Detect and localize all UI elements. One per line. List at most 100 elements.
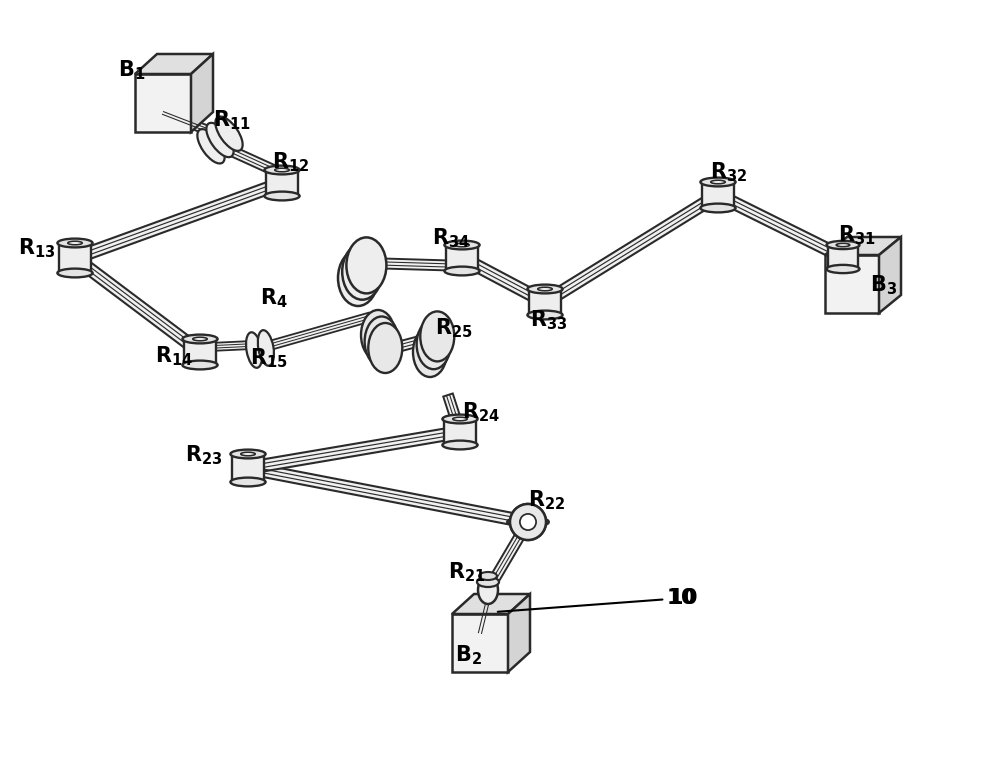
Text: $\mathbf{R_{34}}$: $\mathbf{R_{34}}$ [432, 226, 470, 250]
Ellipse shape [478, 576, 498, 604]
Polygon shape [715, 190, 846, 262]
Ellipse shape [453, 417, 467, 421]
Polygon shape [484, 519, 532, 593]
Polygon shape [247, 426, 461, 474]
Text: $\mathbf{R_{11}}$: $\mathbf{R_{11}}$ [213, 108, 251, 132]
Polygon shape [825, 255, 879, 313]
Ellipse shape [365, 317, 399, 367]
Ellipse shape [479, 572, 497, 580]
Ellipse shape [182, 361, 218, 369]
Ellipse shape [342, 244, 382, 300]
Polygon shape [452, 594, 530, 614]
Circle shape [510, 504, 546, 540]
Polygon shape [459, 252, 548, 307]
Ellipse shape [361, 310, 395, 360]
Ellipse shape [538, 287, 552, 291]
Polygon shape [73, 177, 284, 264]
Text: $\mathbf{B_2}$: $\mathbf{B_2}$ [455, 643, 482, 666]
Ellipse shape [477, 577, 499, 587]
Ellipse shape [246, 332, 262, 368]
Ellipse shape [258, 330, 274, 366]
Text: $\mathbf{R_{31}}$: $\mathbf{R_{31}}$ [838, 223, 876, 247]
Text: $\mathbf{R_{21}}$: $\mathbf{R_{21}}$ [448, 560, 486, 584]
Ellipse shape [442, 415, 478, 423]
Polygon shape [446, 245, 478, 271]
Text: $\mathbf{R_4}$: $\mathbf{R_4}$ [260, 286, 288, 310]
Ellipse shape [182, 334, 218, 344]
Ellipse shape [193, 337, 207, 341]
Polygon shape [135, 74, 191, 132]
Polygon shape [71, 253, 204, 357]
Polygon shape [267, 313, 371, 351]
Ellipse shape [455, 243, 469, 247]
Polygon shape [161, 109, 222, 139]
Ellipse shape [420, 311, 454, 361]
Polygon shape [184, 339, 216, 365]
Polygon shape [266, 170, 298, 196]
Polygon shape [702, 182, 734, 208]
Polygon shape [366, 258, 467, 271]
Polygon shape [828, 245, 858, 269]
Text: $\mathbf{R_{14}}$: $\mathbf{R_{14}}$ [155, 344, 193, 368]
Polygon shape [879, 237, 901, 313]
Ellipse shape [368, 323, 402, 373]
Polygon shape [232, 454, 264, 482]
Text: $\mathbf{R_{15}}$: $\mathbf{R_{15}}$ [250, 346, 288, 370]
Text: $\mathbf{10}$: $\mathbf{10}$ [666, 588, 696, 608]
Ellipse shape [68, 241, 82, 245]
Text: $\mathbf{R_{23}}$: $\mathbf{R_{23}}$ [185, 444, 222, 467]
Polygon shape [385, 332, 436, 354]
Polygon shape [443, 393, 465, 433]
Polygon shape [475, 599, 493, 634]
Ellipse shape [57, 238, 93, 248]
Ellipse shape [215, 117, 243, 151]
Ellipse shape [527, 285, 563, 293]
Text: $\mathbf{R_{24}}$: $\mathbf{R_{24}}$ [462, 400, 500, 424]
Polygon shape [191, 54, 213, 132]
Polygon shape [529, 289, 561, 315]
Polygon shape [508, 594, 530, 672]
Ellipse shape [230, 450, 266, 458]
Polygon shape [452, 614, 508, 672]
Polygon shape [210, 341, 252, 351]
Ellipse shape [338, 250, 378, 306]
Ellipse shape [206, 123, 234, 157]
Text: $\mathbf{R_{13}}$: $\mathbf{R_{13}}$ [18, 236, 55, 260]
Circle shape [510, 504, 546, 540]
Ellipse shape [527, 310, 563, 320]
Polygon shape [542, 190, 721, 307]
Text: $\mathbf{R_{32}}$: $\mathbf{R_{32}}$ [710, 160, 747, 183]
Ellipse shape [197, 129, 225, 163]
Ellipse shape [700, 204, 736, 212]
Ellipse shape [836, 243, 850, 247]
Circle shape [520, 514, 536, 530]
Ellipse shape [444, 241, 480, 249]
Text: $\mathbf{R_{12}}$: $\mathbf{R_{12}}$ [272, 150, 309, 174]
Ellipse shape [442, 440, 478, 450]
Polygon shape [135, 54, 213, 74]
Text: $\mathbf{R_{33}}$: $\mathbf{R_{33}}$ [530, 308, 567, 332]
Polygon shape [825, 237, 901, 255]
Polygon shape [223, 143, 282, 177]
Ellipse shape [700, 177, 736, 187]
Ellipse shape [264, 192, 300, 200]
Ellipse shape [417, 319, 451, 369]
Ellipse shape [275, 168, 289, 172]
Ellipse shape [826, 241, 860, 249]
Ellipse shape [413, 327, 447, 377]
Ellipse shape [57, 269, 93, 277]
Ellipse shape [241, 452, 255, 456]
Ellipse shape [230, 478, 266, 486]
Text: $\mathbf{B_3}$: $\mathbf{B_3}$ [870, 273, 897, 296]
Ellipse shape [826, 265, 860, 273]
Ellipse shape [444, 266, 480, 276]
Polygon shape [59, 243, 91, 273]
Ellipse shape [507, 516, 549, 527]
Text: $\mathbf{R_{22}}$: $\mathbf{R_{22}}$ [528, 488, 565, 512]
Text: $\mathbf{B_1}$: $\mathbf{B_1}$ [118, 58, 145, 82]
Polygon shape [444, 419, 476, 445]
Ellipse shape [711, 180, 725, 183]
Polygon shape [247, 462, 529, 528]
Ellipse shape [264, 166, 300, 174]
Text: $\mathbf{10}$: $\mathbf{10}$ [498, 588, 698, 611]
